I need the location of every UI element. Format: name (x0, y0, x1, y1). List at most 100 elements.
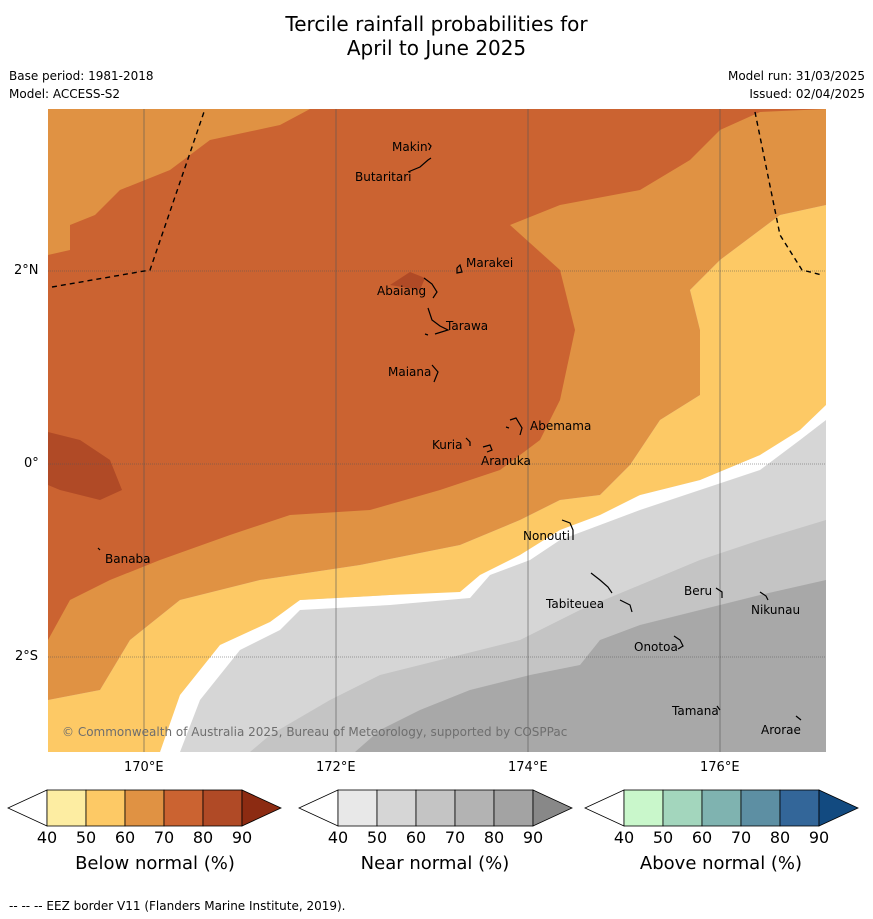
island-aranuka (482, 444, 493, 453)
label-tabiteuea: Tabiteuea (545, 597, 604, 611)
legend-near-swatch-3 (415, 789, 456, 827)
lat-label-0: 0° (24, 456, 39, 471)
legend-near-normal (298, 789, 573, 827)
title-line-2: April to June 2025 (346, 36, 527, 60)
legend-near-swatch-4 (454, 789, 495, 827)
legend-below-tick-40: 40 (36, 828, 58, 847)
island-nikunau (759, 591, 769, 601)
legend-near-swatch-5 (493, 789, 534, 827)
title-line-1: Tercile rainfall probabilities for (285, 12, 588, 36)
lon-label-176e: 176°E (700, 760, 740, 775)
legend-title-below: Below normal (%) (75, 853, 235, 874)
island-nonouti (561, 519, 574, 540)
legend-below-tick-90: 90 (231, 828, 253, 847)
island-labels: Makin Butaritari Marakei Abaiang Tarawa … (105, 140, 801, 737)
legend-title-near: Near normal (%) (360, 853, 510, 874)
label-tarawa: Tarawa (445, 319, 488, 333)
island-makin (427, 142, 432, 151)
eez-border-east (754, 111, 823, 276)
legend-above-swatch-2 (662, 789, 703, 827)
lat-label-2s: 2°S (15, 649, 39, 664)
island-marakei (456, 263, 463, 274)
legend-above-swatch-1 (623, 789, 664, 827)
model-run: Model run: 31/03/2025 (727, 69, 865, 83)
legend-above-swatch-4 (740, 789, 781, 827)
legend-near-tick-90: 90 (522, 828, 544, 847)
legend-below-tick-60: 60 (114, 828, 136, 847)
footer-eez-note: -- -- -- EEZ border V11 (Flanders Marine… (9, 899, 346, 913)
legend-below-tick-80: 80 (192, 828, 214, 847)
legend-below-tick-70: 70 (153, 828, 175, 847)
legend-above-tick-40: 40 (613, 828, 635, 847)
legend-above-under-arrow (584, 789, 625, 827)
legend-near-tick-50: 50 (366, 828, 388, 847)
lon-label-174e: 174°E (508, 760, 548, 775)
legend-near-under-arrow (298, 789, 339, 827)
island-tabiteuea (590, 572, 633, 613)
legend-above-swatch-5 (779, 789, 820, 827)
label-makin: Makin (392, 140, 428, 154)
legend-below-swatch-1 (46, 789, 87, 827)
legend-near-over-arrow (532, 789, 573, 827)
legend-below-normal (7, 789, 282, 827)
island-abaiang (423, 277, 438, 299)
issued-date: Issued: 02/04/2025 (749, 87, 865, 101)
legend-below-over-arrow (241, 789, 282, 827)
legend-below-under-arrow (7, 789, 48, 827)
eez-border-west (51, 109, 206, 288)
label-onotoa: Onotoa (634, 640, 678, 654)
legend-below-swatch-5 (202, 789, 243, 827)
island-tarawa (424, 307, 450, 336)
island-butaritari (407, 157, 432, 173)
label-arorae: Arorae (761, 723, 801, 737)
lon-label-170e: 170°E (124, 760, 164, 775)
legend-near-tick-80: 80 (483, 828, 505, 847)
label-abemama: Abemama (530, 419, 591, 433)
model-name: Model: ACCESS-S2 (9, 87, 121, 101)
legend-above-tick-70: 70 (730, 828, 752, 847)
eez-border (51, 109, 823, 288)
legend-above-tick-80: 80 (769, 828, 791, 847)
legend-above-tick-60: 60 (691, 828, 713, 847)
zone-below-80b (390, 272, 425, 290)
graticule (48, 109, 826, 752)
label-butaritari: Butaritari (355, 170, 412, 184)
label-abaiang: Abaiang (377, 284, 426, 298)
legend-above-normal (584, 789, 859, 827)
island-abemama (505, 417, 523, 436)
island-beru (715, 587, 723, 598)
island-kuria (465, 437, 471, 446)
base-period: Base period: 1981-2018 (9, 69, 154, 83)
meta-right: Model run: 31/03/2025 Issued: 02/04/2025 (728, 67, 865, 103)
meta-left: Base period: 1981-2018 Model: ACCESS-S2 (9, 67, 154, 103)
island-tamana (716, 705, 721, 711)
label-kuria: Kuria (432, 438, 463, 452)
legend-below-swatch-4 (163, 789, 204, 827)
label-nonouti: Nonouti (523, 529, 570, 543)
legend-title-above: Above normal (%) (639, 853, 803, 874)
legend-above-swatch-3 (701, 789, 742, 827)
legend-above-tick-50: 50 (652, 828, 674, 847)
label-beru: Beru (684, 584, 712, 598)
zone-below-80 (48, 432, 122, 500)
copyright-notice: © Commonwealth of Australia 2025, Bureau… (62, 725, 567, 739)
legend-near-tick-60: 60 (405, 828, 427, 847)
legend-near-swatch-2 (376, 789, 417, 827)
legend-above-tick-90: 90 (808, 828, 830, 847)
lat-label-2n: 2°N (14, 263, 39, 278)
zone-near-70 (355, 580, 826, 752)
islands (97, 142, 802, 721)
legend-near-swatch-1 (337, 789, 378, 827)
island-maiana (431, 364, 439, 383)
island-arorae (795, 715, 802, 721)
probability-map: Makin Butaritari Marakei Abaiang Tarawa … (48, 109, 826, 752)
legend-below-tick-50: 50 (75, 828, 97, 847)
legend-near-tick-40: 40 (327, 828, 349, 847)
label-marakei: Marakei (466, 256, 513, 270)
label-aranuka: Aranuka (481, 454, 531, 468)
legend-near-tick-70: 70 (444, 828, 466, 847)
label-nikunau: Nikunau (751, 603, 800, 617)
legend-below-swatch-2 (85, 789, 126, 827)
island-banaba (97, 547, 101, 551)
